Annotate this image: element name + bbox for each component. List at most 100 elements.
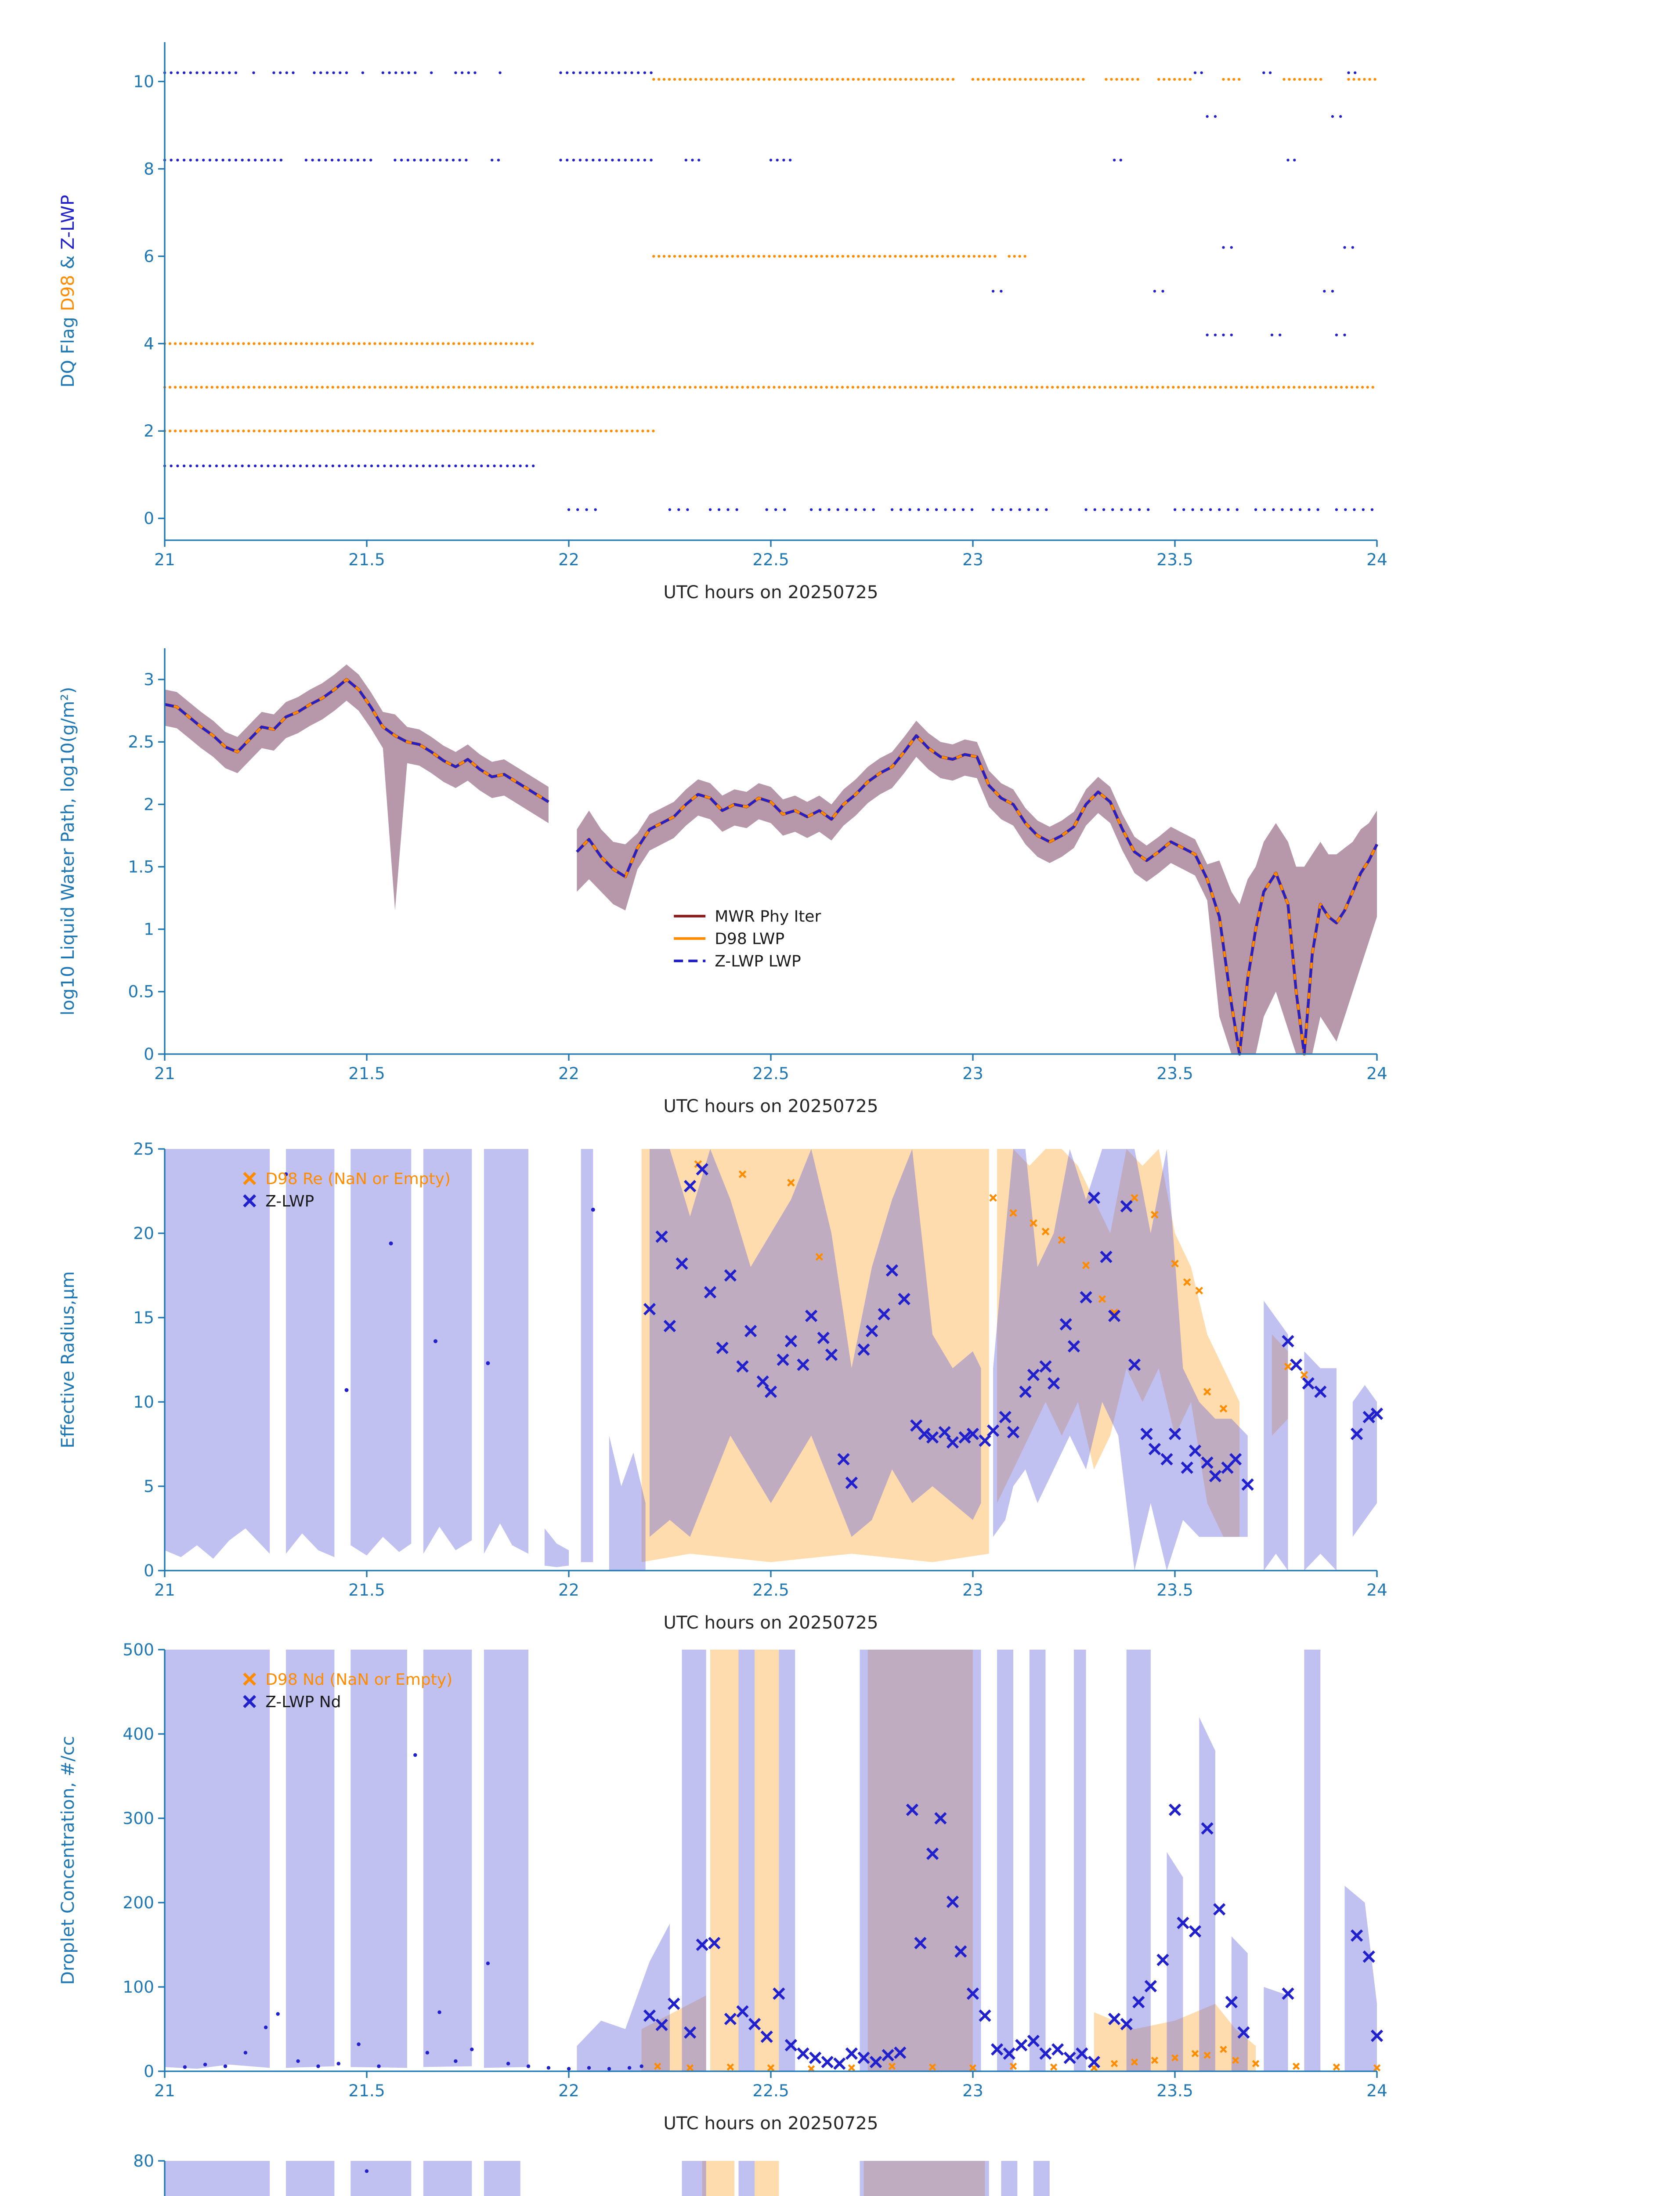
flag-dot [170, 464, 173, 467]
flag-dot [867, 255, 871, 258]
x-marker [906, 1803, 919, 1816]
flag-dot [962, 255, 965, 258]
flag-dot [688, 386, 692, 389]
flag-dot [441, 342, 445, 345]
flag-dot [783, 508, 786, 511]
x-tick-label: 23 [962, 2081, 983, 2100]
flag-dot [736, 386, 739, 389]
x-marker [1189, 1925, 1202, 1938]
flag-dot [318, 159, 321, 162]
flag-dot [330, 159, 334, 162]
d98-uncertainty-band [755, 1650, 779, 2071]
flag-dot [208, 71, 212, 74]
flag-dot [315, 386, 318, 389]
flag-dot [400, 430, 403, 433]
flag-dot [940, 386, 944, 389]
x-marker [663, 1320, 676, 1333]
series-line [164, 678, 549, 803]
flag-dot [1335, 508, 1338, 511]
flag-dot [1214, 333, 1217, 336]
flag-dot [210, 430, 213, 433]
flag-dot [951, 78, 955, 81]
flag-dot [173, 342, 177, 345]
flag-dot [268, 430, 271, 433]
flag-dot [936, 78, 939, 81]
flag-dot [804, 386, 807, 389]
x-marker [1203, 1388, 1211, 1396]
flag-dot [379, 342, 382, 345]
flag-dot [1293, 159, 1296, 162]
flag-dot [241, 159, 244, 162]
dot-marker [486, 1961, 490, 1965]
flag-dot [1288, 78, 1291, 81]
flag-dot [1361, 386, 1364, 389]
flag-dot [435, 464, 438, 467]
flag-dot [215, 71, 218, 74]
dot-marker [316, 2064, 320, 2068]
x-tick-label: 22.5 [752, 550, 789, 569]
x-axis-label: UTC hours on 20250725 [663, 2113, 878, 2134]
flag-dot [982, 78, 985, 81]
x-marker [748, 2018, 761, 2030]
flag-dot [1219, 386, 1222, 389]
dot-marker [276, 2012, 280, 2016]
flag-dot [304, 159, 308, 162]
flag-dot [988, 386, 991, 389]
flag-dot [1331, 115, 1334, 118]
z-lwp-uncertainty-band [1029, 1650, 1046, 2071]
flag-dot [394, 430, 397, 433]
flag-dot [426, 386, 429, 389]
legend-label: MWR Phy Iter [715, 907, 821, 925]
flag-dot [617, 159, 621, 162]
z-lwp-uncertainty-band [581, 1149, 593, 1562]
flag-dot [228, 159, 231, 162]
flag-dot [247, 159, 250, 162]
flag-dot [925, 78, 929, 81]
x-marker [979, 1434, 991, 1447]
flag-dot [994, 255, 997, 258]
x-marker [1350, 1929, 1363, 1942]
flag-dot [231, 386, 235, 389]
flag-dot [694, 78, 697, 81]
flag-dot [658, 255, 661, 258]
flag-dot [799, 386, 802, 389]
flag-dot [273, 342, 277, 345]
flag-dot [1250, 386, 1254, 389]
y-tick-label: 2 [144, 421, 154, 441]
x-marker [894, 2046, 907, 2059]
flag-dot [1329, 386, 1333, 389]
flag-dot [1218, 508, 1221, 511]
flag-dot [368, 386, 371, 389]
flag-dot [615, 430, 618, 433]
flag-dot [1161, 386, 1164, 389]
dot-marker [607, 2067, 611, 2071]
z-lwp-uncertainty-band [779, 1650, 795, 2071]
flag-dot [1014, 386, 1017, 389]
flag-dot [489, 342, 492, 345]
flag-dot [273, 159, 276, 162]
flag-dot [889, 255, 892, 258]
x-marker [1333, 2063, 1340, 2071]
flag-dot [195, 159, 199, 162]
flag-dot [350, 159, 353, 162]
flag-dot [788, 78, 792, 81]
legend-x-marker [243, 1695, 257, 1708]
y-tick-label: 5 [144, 1477, 154, 1496]
flag-dot [689, 255, 692, 258]
flag-dot [357, 464, 360, 467]
flag-dot [624, 159, 627, 162]
flag-dot [641, 430, 644, 433]
d98-uncertainty-band [863, 2161, 985, 2196]
flag-dot [1120, 78, 1124, 81]
x-marker [1132, 1996, 1145, 2008]
flag-dot [293, 464, 296, 467]
flag-dot [215, 464, 218, 467]
flag-dot [977, 386, 980, 389]
flag-dot [278, 386, 282, 389]
x-marker [1041, 1228, 1050, 1235]
flag-dot [228, 464, 231, 467]
flag-dot [1131, 78, 1134, 81]
flag-dot [361, 71, 365, 74]
y-tick-label: 400 [123, 1724, 154, 1744]
